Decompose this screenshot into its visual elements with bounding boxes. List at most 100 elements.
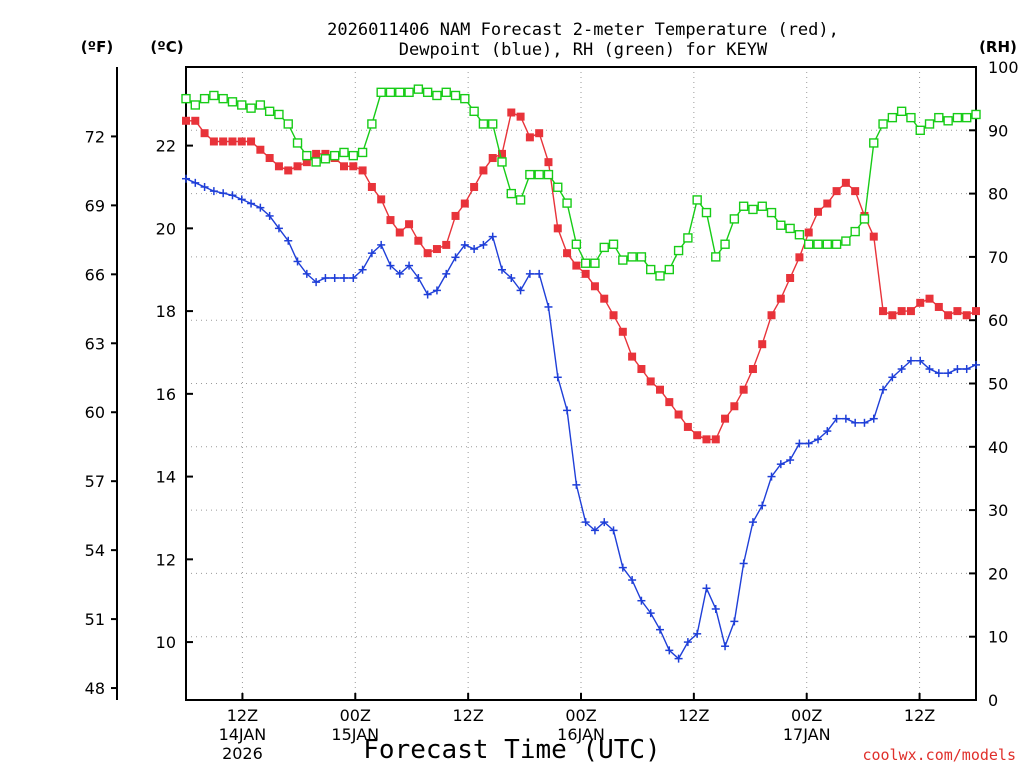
dewpoint-point xyxy=(581,518,590,527)
temperature-point xyxy=(293,162,302,171)
dewpoint-point xyxy=(767,472,776,481)
temperature-point xyxy=(247,137,256,146)
rh-point xyxy=(330,150,340,161)
dewpoint-point xyxy=(656,625,664,634)
dewpoint-point xyxy=(618,563,627,572)
temperature-point xyxy=(665,398,674,407)
dewpoint-point xyxy=(814,435,822,444)
dewpoint-point xyxy=(228,191,237,200)
rh-point xyxy=(580,258,591,268)
rh-point xyxy=(199,93,210,104)
temperature-point xyxy=(869,232,878,241)
temperature-point xyxy=(897,307,906,316)
x-tick-label: 12Z xyxy=(904,706,935,725)
dewpoint-point xyxy=(191,178,200,187)
rh-point xyxy=(776,220,786,230)
temperature-point xyxy=(265,154,274,163)
rh-tick-label: 20 xyxy=(988,564,1008,583)
series-layer xyxy=(181,84,981,663)
dewpoint-point xyxy=(498,265,506,274)
rh-point xyxy=(711,252,721,262)
temperature-point xyxy=(535,129,544,138)
rh-point xyxy=(646,264,656,275)
rh-point xyxy=(525,169,535,180)
temperature-point xyxy=(581,269,590,278)
dewpoint-point xyxy=(888,373,897,382)
dewpoint-point xyxy=(395,269,404,278)
temperature-point xyxy=(953,307,962,316)
rh-point xyxy=(506,188,516,199)
temperature-point xyxy=(646,377,655,386)
temperature-point xyxy=(711,435,720,444)
rh-tick-label: 0 xyxy=(988,691,998,710)
x-tick-label: 12Z xyxy=(678,706,709,725)
dewpoint-point xyxy=(934,369,943,378)
dewpoint-point xyxy=(628,576,637,585)
dewpoint-point xyxy=(721,642,730,651)
dewpoint-point xyxy=(739,559,748,568)
temperature-point xyxy=(312,149,321,158)
dewpoint-point xyxy=(758,501,767,510)
credit-text: coolwx.com/models xyxy=(862,746,1016,764)
dewpoint-point xyxy=(748,518,757,527)
temperature-point xyxy=(637,365,646,374)
dewpoint-point xyxy=(730,617,739,626)
temperature-point xyxy=(730,402,739,411)
dewpoint-point xyxy=(897,365,906,374)
x-tick-label: 12Z xyxy=(227,706,258,725)
temperature-point xyxy=(358,166,367,175)
temperature-point xyxy=(962,311,971,320)
temperature-point xyxy=(702,435,711,444)
rh-point xyxy=(906,112,916,123)
rh-point xyxy=(534,169,544,180)
celsius-tick-label: 20 xyxy=(156,219,176,238)
temperature-point xyxy=(182,116,190,125)
dewpoint-point xyxy=(851,418,860,427)
dewpoint-point xyxy=(693,629,702,638)
dewpoint-point xyxy=(274,224,283,233)
temperature-point xyxy=(934,302,943,311)
temperature-point xyxy=(284,166,293,175)
rh-tick-label: 40 xyxy=(988,438,1008,457)
dewpoint-point xyxy=(525,269,534,278)
temperature-point xyxy=(786,274,795,282)
axes: 48 51 54 57 60 63 66 69 72 10 12 14 16 18 20 22 0 10 20 30 4… xyxy=(85,58,1019,763)
fahrenheit-tick-label: 72 xyxy=(85,127,105,146)
dewpoint-point xyxy=(442,269,451,278)
dewpoint-point xyxy=(209,187,218,196)
rh-point xyxy=(738,201,749,211)
rh-unit-label: (RH) xyxy=(979,38,1017,56)
dewpoint-point xyxy=(423,290,432,299)
rh-point xyxy=(664,264,674,275)
rh-point xyxy=(181,93,191,104)
temperature-point xyxy=(683,422,692,431)
rh-point xyxy=(422,87,433,98)
temperature-point xyxy=(460,199,469,208)
rh-point xyxy=(841,236,851,246)
temperature-point xyxy=(609,311,618,320)
rh-point xyxy=(367,119,377,129)
rh-point xyxy=(599,242,609,253)
rh-point xyxy=(292,138,303,148)
rh-tick-label: 90 xyxy=(988,121,1008,140)
x-tick-label: 12Z xyxy=(452,706,483,725)
dewpoint-point xyxy=(563,406,572,415)
temperature-point xyxy=(479,166,488,175)
dewpoint-point xyxy=(683,638,692,647)
temperature-point xyxy=(721,414,730,423)
rh-point xyxy=(952,112,963,123)
rh-point xyxy=(385,87,396,98)
celsius-unit-label: (ºC) xyxy=(150,38,183,56)
temperature-point xyxy=(776,294,785,303)
dewpoint-point xyxy=(367,249,376,258)
celsius-tick-label: 10 xyxy=(156,633,176,652)
temperature-point xyxy=(841,178,850,187)
temperature-point xyxy=(237,137,246,146)
temperature-point xyxy=(972,307,980,316)
rh-point xyxy=(515,195,526,205)
dewpoint-point xyxy=(869,414,878,423)
rh-point xyxy=(934,112,944,123)
grid-lines xyxy=(186,67,976,700)
rh-point xyxy=(822,239,832,249)
